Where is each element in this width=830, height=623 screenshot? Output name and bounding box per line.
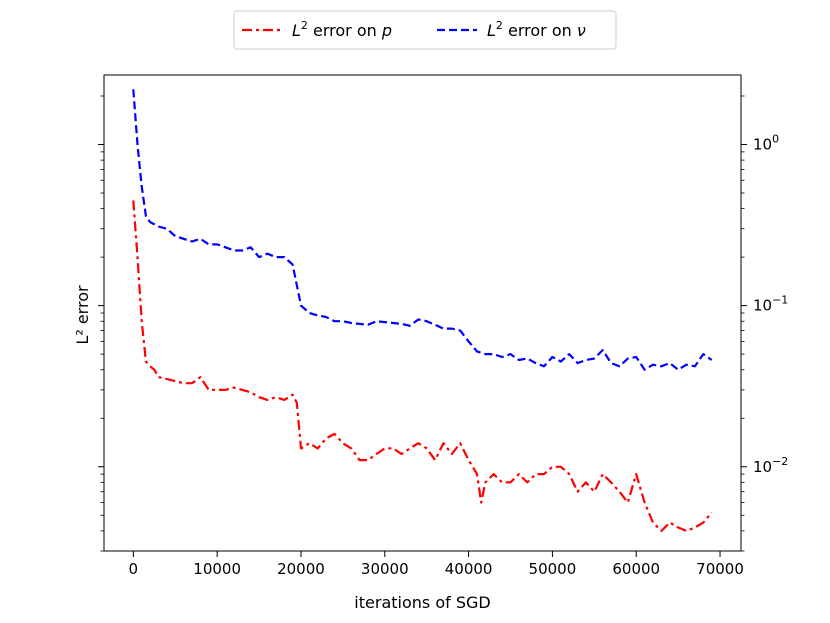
x-tick-label: 10000 — [193, 560, 241, 578]
x-tick-label: 70000 — [696, 560, 744, 578]
legend-box — [233, 10, 617, 50]
plot-frame — [103, 74, 742, 552]
legend: L2 error on p L2 error on ν — [233, 10, 617, 50]
series-line-p — [132, 200, 713, 533]
x-tick-label: 30000 — [361, 560, 409, 578]
x-tick-label: 50000 — [529, 560, 577, 578]
series-line-nu — [132, 89, 713, 371]
x-axis-title: iterations of SGD — [354, 593, 490, 612]
axes: 0 10000 20000 30000 40000 50000 60000 70000 10−2… — [73, 74, 788, 612]
y-axis-title: L² error — [73, 285, 92, 345]
x-tick-label: 0 — [129, 560, 139, 578]
legend-label-p: L2 error on p — [292, 19, 392, 40]
y-tick-label: 100 — [753, 133, 779, 154]
legend-label-nu: L2 error on ν — [487, 19, 586, 40]
x-tick-label: 20000 — [277, 560, 325, 578]
y-tick-label: 10−1 — [753, 294, 788, 315]
y-tick-label: 10−2 — [753, 455, 788, 476]
x-tick-label: 60000 — [612, 560, 660, 578]
plot-area — [132, 89, 713, 533]
x-tick-label: 40000 — [445, 560, 493, 578]
